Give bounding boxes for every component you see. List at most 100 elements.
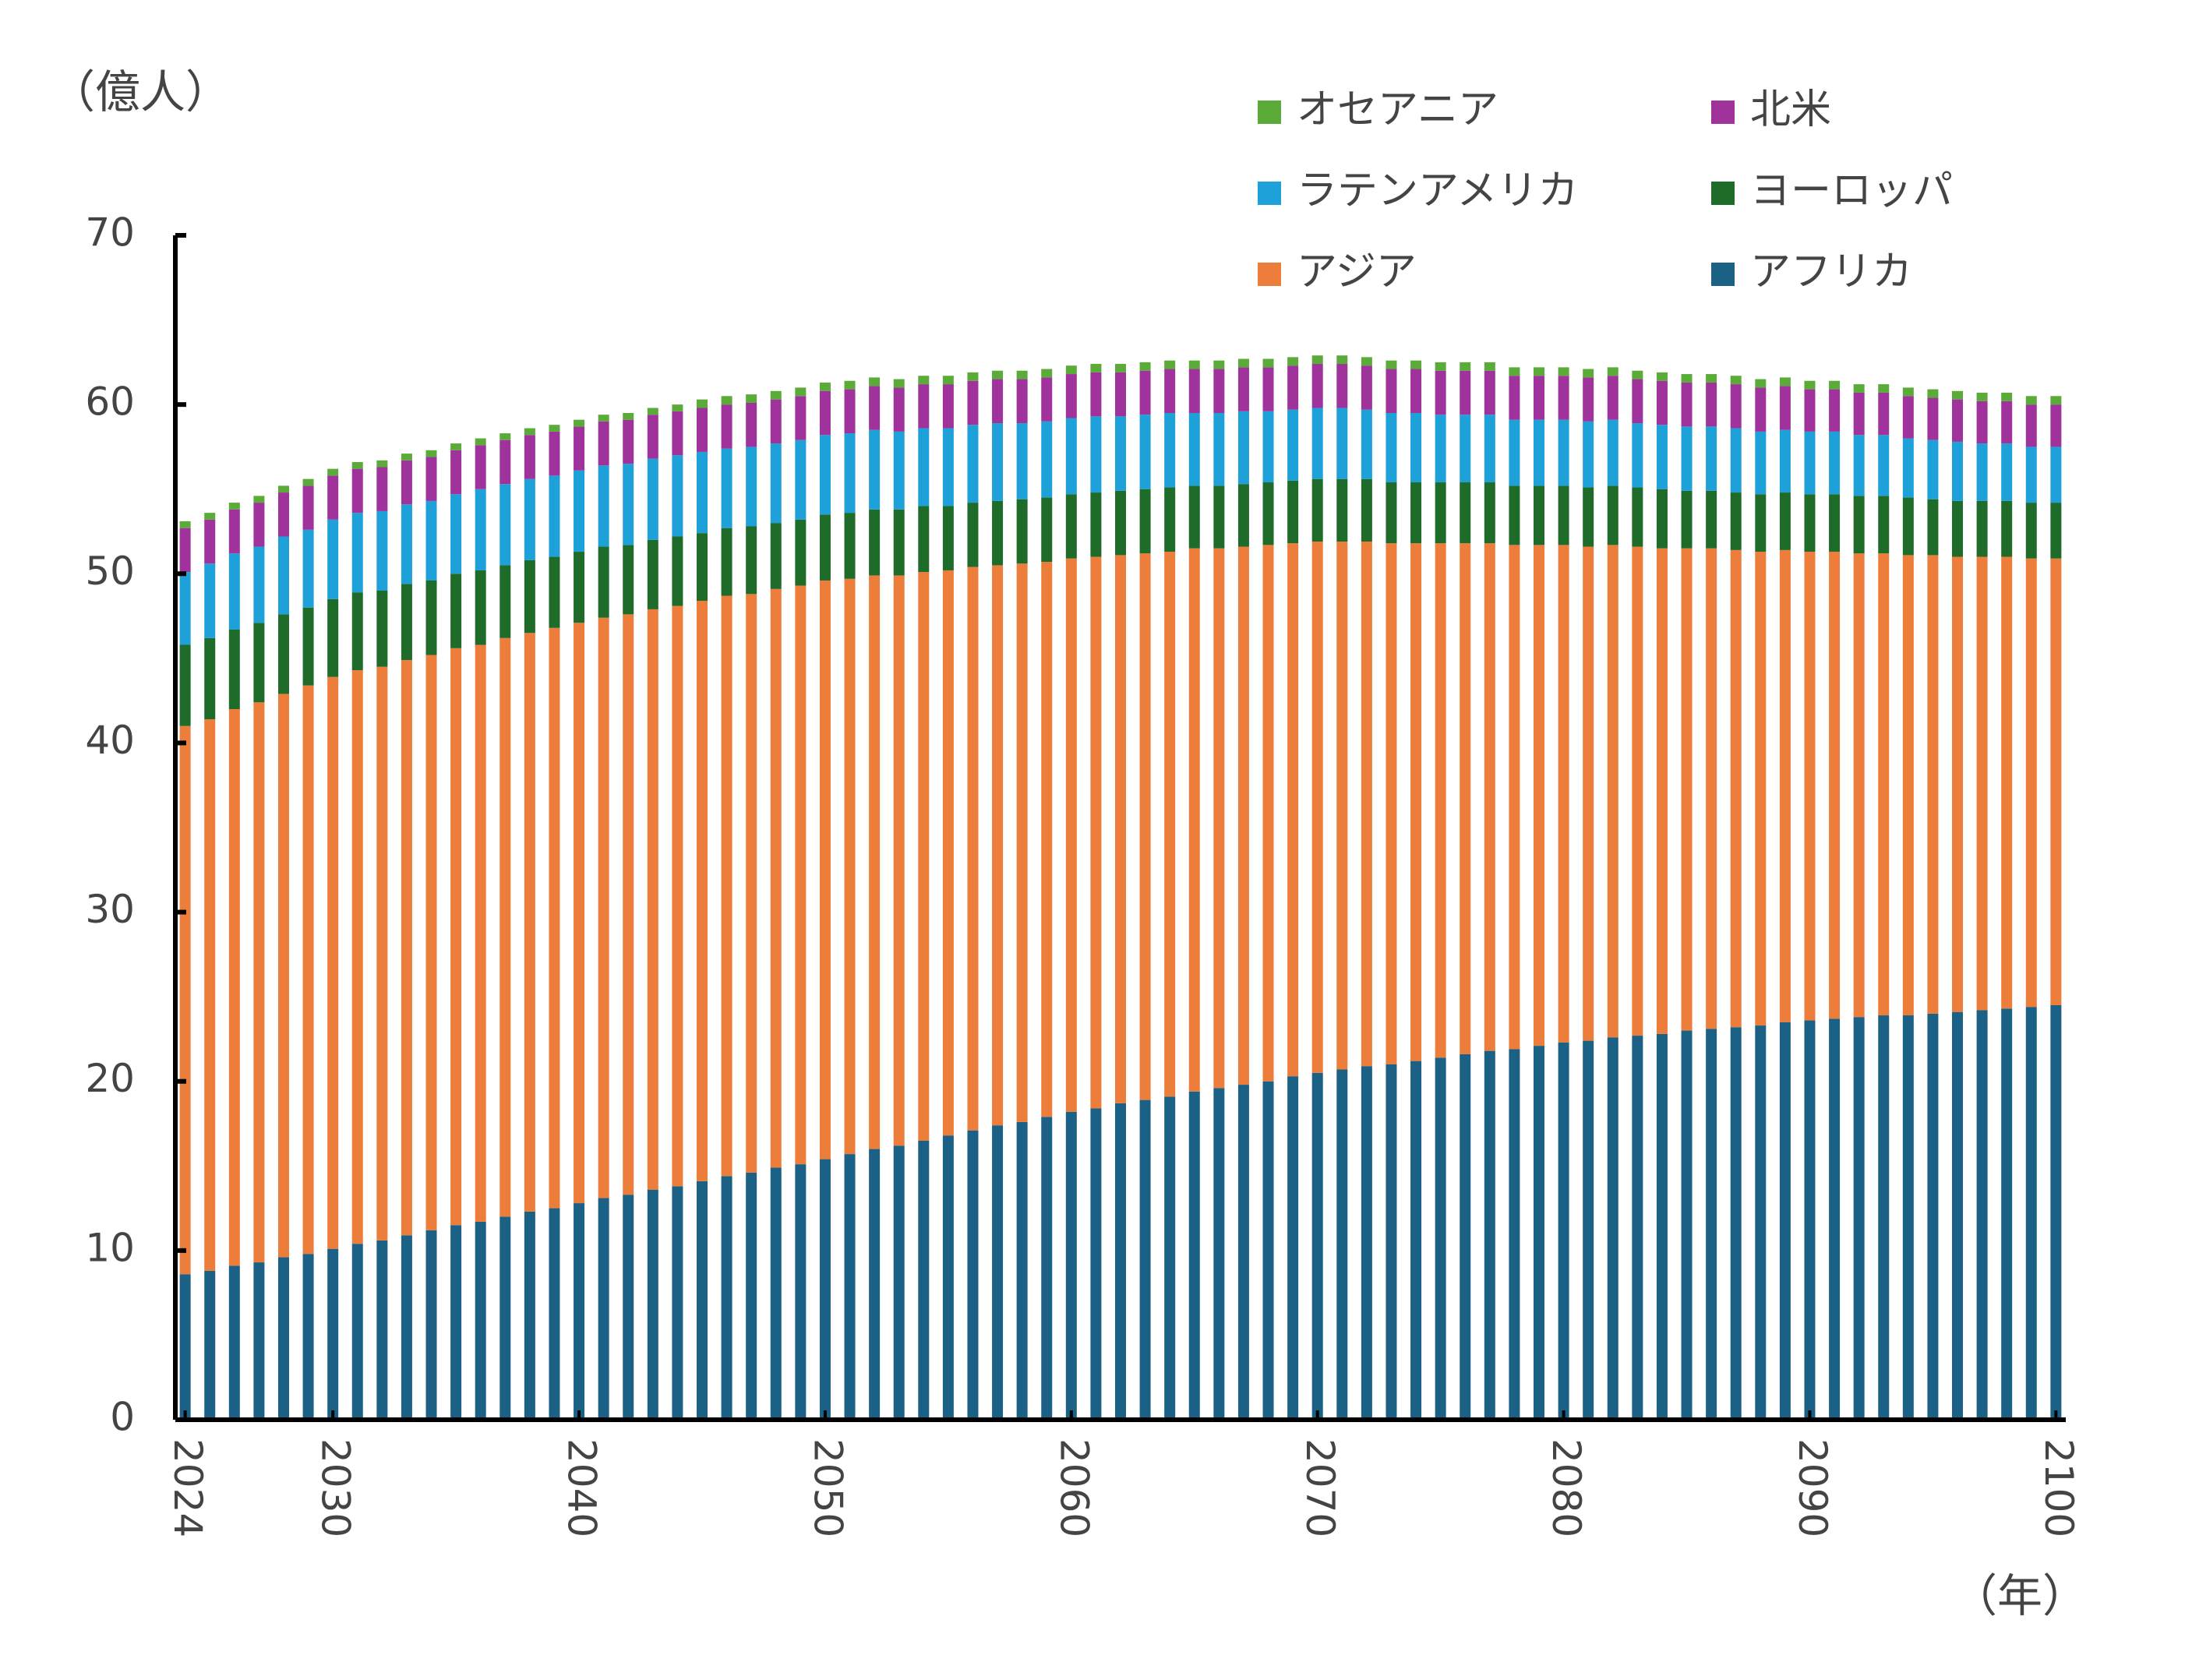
x-tick-label: 2040 [559, 1438, 605, 1537]
bar-segment [1041, 562, 1053, 1117]
bar-segment [376, 467, 388, 511]
bar-segment [450, 450, 462, 495]
bar-segment [1853, 1017, 1865, 1420]
bar-segment [1188, 485, 1200, 549]
bar-segment [1902, 396, 1914, 439]
bar-segment [1632, 370, 1643, 379]
bar-segment [1706, 548, 1717, 1029]
bar-segment [1878, 553, 1890, 1016]
bar-segment [327, 519, 339, 599]
bar-segment [351, 468, 363, 514]
bar-segment [1213, 413, 1225, 486]
bar-segment [1534, 367, 1545, 376]
bar-segment [2050, 503, 2062, 559]
bar-segment [475, 445, 486, 489]
bar-segment [376, 1240, 388, 1420]
legend-label: 北米 [1750, 86, 1831, 133]
bar-segment [1287, 365, 1299, 410]
bar-segment [1534, 419, 1545, 486]
bar-segment [1016, 563, 1028, 1122]
y-tick-label: 60 [85, 379, 135, 425]
bar-segment [1681, 374, 1693, 383]
bar-segment [1853, 384, 1865, 393]
bar-segment [647, 408, 658, 415]
y-tick-label: 70 [85, 210, 135, 256]
bar-segment [1583, 487, 1594, 547]
x-tick-label: 2024 [165, 1438, 210, 1537]
bar-segment [1779, 429, 1791, 493]
bar-segment [1410, 1061, 1422, 1420]
bar-segment [623, 1195, 634, 1420]
legend-label: オセアニア [1297, 86, 1498, 133]
bar-segment [1484, 370, 1495, 415]
bar-segment [893, 575, 905, 1146]
bar-segment [1853, 496, 1865, 554]
bar-segment [623, 614, 634, 1195]
bar-segment [1976, 556, 1988, 1011]
bar-segment [1262, 482, 1274, 545]
bar-segment [1706, 426, 1717, 491]
bar-segment [401, 504, 412, 584]
bar-segment [253, 503, 265, 547]
bar-segment [1656, 372, 1668, 381]
bar-segment [401, 454, 412, 461]
bar-segment [721, 404, 732, 449]
bar-segment [1558, 419, 1569, 486]
bar-segment [1213, 485, 1225, 549]
bar-segment [967, 1130, 979, 1420]
bar-segment [1237, 546, 1249, 1085]
bar-segment [1853, 435, 1865, 496]
bar-segment [1607, 419, 1618, 486]
bar-segment [1976, 1010, 1988, 1420]
bar-segment [1730, 1027, 1742, 1420]
bar-segment [1115, 416, 1126, 491]
bar-segment [1607, 367, 1618, 376]
bar-segment [967, 425, 979, 503]
bar-segment [1558, 367, 1569, 376]
bar-segment [1755, 494, 1767, 552]
bar-segment [524, 633, 535, 1212]
bar-segment [1090, 372, 1102, 417]
bar-segment [204, 519, 216, 564]
bar-segment [819, 435, 831, 515]
y-tick-label: 40 [85, 718, 135, 763]
bar-segment [327, 475, 339, 520]
bar-segment [1361, 542, 1372, 1067]
bar-segment [1632, 423, 1643, 488]
bar-segment [1706, 374, 1717, 383]
bar-segment [204, 563, 216, 638]
x-tick-label: 2050 [805, 1438, 850, 1537]
bar-segment [1755, 387, 1767, 432]
bar-segment [1755, 379, 1767, 388]
bar-segment [1311, 478, 1323, 542]
bar-segment [1460, 415, 1471, 483]
bar-segment [450, 443, 462, 450]
bar-segment [1139, 1099, 1151, 1420]
bar-segment [1311, 1072, 1323, 1420]
bar-segment [277, 1257, 289, 1420]
bar-segment [351, 513, 363, 593]
bar-segment [1534, 485, 1545, 545]
bar-segment [277, 614, 289, 694]
bar-segment [1952, 1011, 1964, 1420]
bar-segment [598, 617, 609, 1198]
bar-segment [1435, 1057, 1446, 1420]
bar-segment [1484, 1050, 1495, 1420]
bar-segment [1188, 1091, 1200, 1420]
bar-segment [376, 510, 388, 591]
bar-segment [918, 506, 930, 573]
bar-segment [918, 384, 930, 429]
bar-segment [2001, 392, 2013, 401]
bar-segment [647, 539, 658, 609]
bar-segment [1607, 1037, 1618, 1420]
bar-segment [499, 637, 511, 1217]
bar-segment [2025, 404, 2037, 447]
bar-segment [1237, 1085, 1249, 1420]
bar-segment [1385, 482, 1397, 544]
bar-segment [475, 1221, 486, 1420]
bar-segment [277, 536, 289, 615]
bar-segment [1435, 362, 1446, 371]
bar-segment [992, 500, 1004, 566]
bar-segment [1706, 490, 1717, 549]
